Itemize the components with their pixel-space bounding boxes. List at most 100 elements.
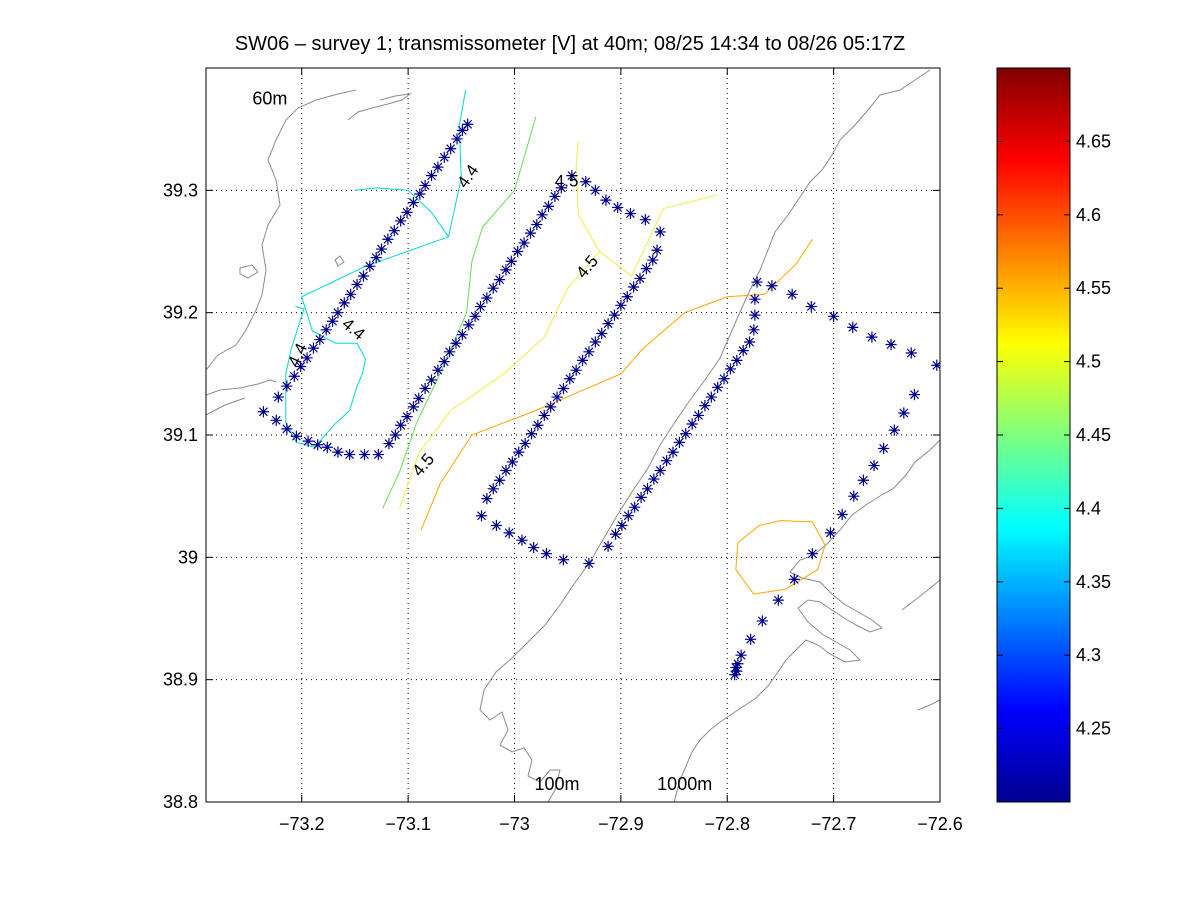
station-marker xyxy=(557,554,570,566)
station-marker xyxy=(419,179,431,192)
station-marker xyxy=(651,244,663,256)
contour-line-4-5 xyxy=(399,251,600,509)
station-marker xyxy=(500,264,512,276)
station-marker xyxy=(654,464,666,477)
colorbar-tick-label: 4.6 xyxy=(1076,205,1101,225)
x-tick-label: −73.2 xyxy=(279,814,325,834)
station-marker xyxy=(281,380,293,392)
isobath-60m-line xyxy=(206,89,412,416)
isobath-label-layer: 60m 100m 1000m xyxy=(252,89,712,794)
station-marker xyxy=(888,424,900,436)
station-marker xyxy=(290,430,303,442)
station-marker xyxy=(503,527,515,539)
colorbar-tick-label: 4.35 xyxy=(1076,572,1111,592)
station-marker xyxy=(257,406,270,418)
station-marker xyxy=(326,315,339,327)
x-tick-label: −73 xyxy=(499,814,530,834)
contour-line-4-4 xyxy=(285,306,315,448)
x-axis-tick-labels: −73.2 −73.1 −73 −72.9 −72.8 −72.7 −72.6 xyxy=(279,814,963,834)
y-tick-label: 38.9 xyxy=(163,670,198,690)
station-marker xyxy=(372,448,384,461)
station-marker xyxy=(748,324,760,336)
station-marker xyxy=(612,201,624,214)
station-marker xyxy=(629,501,641,513)
station-marker xyxy=(557,382,570,395)
station-marker xyxy=(338,297,350,309)
station-marker xyxy=(364,260,376,272)
y-axis-tick-labels: 38.8 38.9 39 39.1 39.2 39.3 xyxy=(163,180,198,812)
station-marker xyxy=(302,435,314,447)
station-marker xyxy=(357,270,370,282)
colorbar-tick-label: 4.65 xyxy=(1076,131,1111,151)
contour-label: 4.5 xyxy=(555,171,579,190)
station-marker xyxy=(828,310,840,322)
station-marker xyxy=(732,658,744,670)
station-marker xyxy=(621,291,633,303)
colorbar-tick-label: 4.4 xyxy=(1076,498,1101,518)
station-marker xyxy=(474,300,487,313)
station-marker xyxy=(487,282,499,294)
station-marker xyxy=(718,373,730,385)
station-marker xyxy=(692,409,705,422)
station-marker xyxy=(389,429,401,441)
station-marker xyxy=(425,374,438,386)
station-marker xyxy=(540,548,553,560)
station-marker xyxy=(525,428,538,440)
contour-line-4-4 xyxy=(448,89,467,237)
station-marker xyxy=(589,184,601,196)
station-marker xyxy=(824,527,837,539)
station-marker xyxy=(487,483,499,495)
station-marker xyxy=(432,364,444,376)
station-marker xyxy=(438,356,450,368)
station-marker xyxy=(344,448,356,461)
station-marker xyxy=(583,557,595,570)
station-marker xyxy=(490,519,503,532)
station-marker xyxy=(505,255,517,267)
station-marker xyxy=(640,263,652,275)
station-marker xyxy=(564,373,576,385)
x-tick-label: −72.8 xyxy=(704,814,750,834)
station-marker xyxy=(270,414,282,426)
station-marker xyxy=(463,319,475,331)
colorbar-tick-labels: 4.25 4.3 4.35 4.4 4.45 4.5 4.55 4.6 4.65 xyxy=(1076,131,1111,738)
station-marker xyxy=(878,442,890,455)
station-marker xyxy=(608,309,621,321)
station-marker xyxy=(615,299,627,311)
station-marker xyxy=(766,280,778,292)
station-marker xyxy=(908,389,921,401)
station-marker xyxy=(705,391,717,403)
station-marker xyxy=(622,510,634,522)
station-marker xyxy=(745,633,757,645)
colorbar-gradient xyxy=(997,68,1070,802)
station-marker xyxy=(749,293,761,305)
station-marker xyxy=(847,321,859,333)
station-marker xyxy=(905,347,917,359)
station-marker xyxy=(414,188,426,200)
station-marker xyxy=(407,196,420,209)
station-marker xyxy=(307,342,320,354)
station-marker xyxy=(639,214,651,226)
station-marker xyxy=(358,448,371,461)
station-marker xyxy=(500,464,512,477)
station-marker xyxy=(673,436,685,448)
station-marker xyxy=(931,359,940,371)
station-marker xyxy=(648,473,660,485)
station-marker xyxy=(661,455,673,467)
station-marker xyxy=(321,441,333,453)
y-tick-label: 38.8 xyxy=(163,792,198,812)
x-tick-label: −72.6 xyxy=(917,814,963,834)
station-marker xyxy=(730,661,742,674)
station-marker xyxy=(345,288,357,300)
station-marker xyxy=(848,490,860,502)
x-tick-label: −73.1 xyxy=(385,814,431,834)
station-marker xyxy=(699,400,711,412)
station-marker xyxy=(616,519,628,532)
station-marker xyxy=(549,190,561,203)
station-marker xyxy=(518,237,530,249)
station-marker xyxy=(462,118,474,130)
station-marker xyxy=(312,439,324,451)
contour-line-4-55 xyxy=(420,239,813,531)
station-marker xyxy=(731,354,743,366)
station-marker xyxy=(857,474,870,486)
station-marker xyxy=(281,423,293,435)
